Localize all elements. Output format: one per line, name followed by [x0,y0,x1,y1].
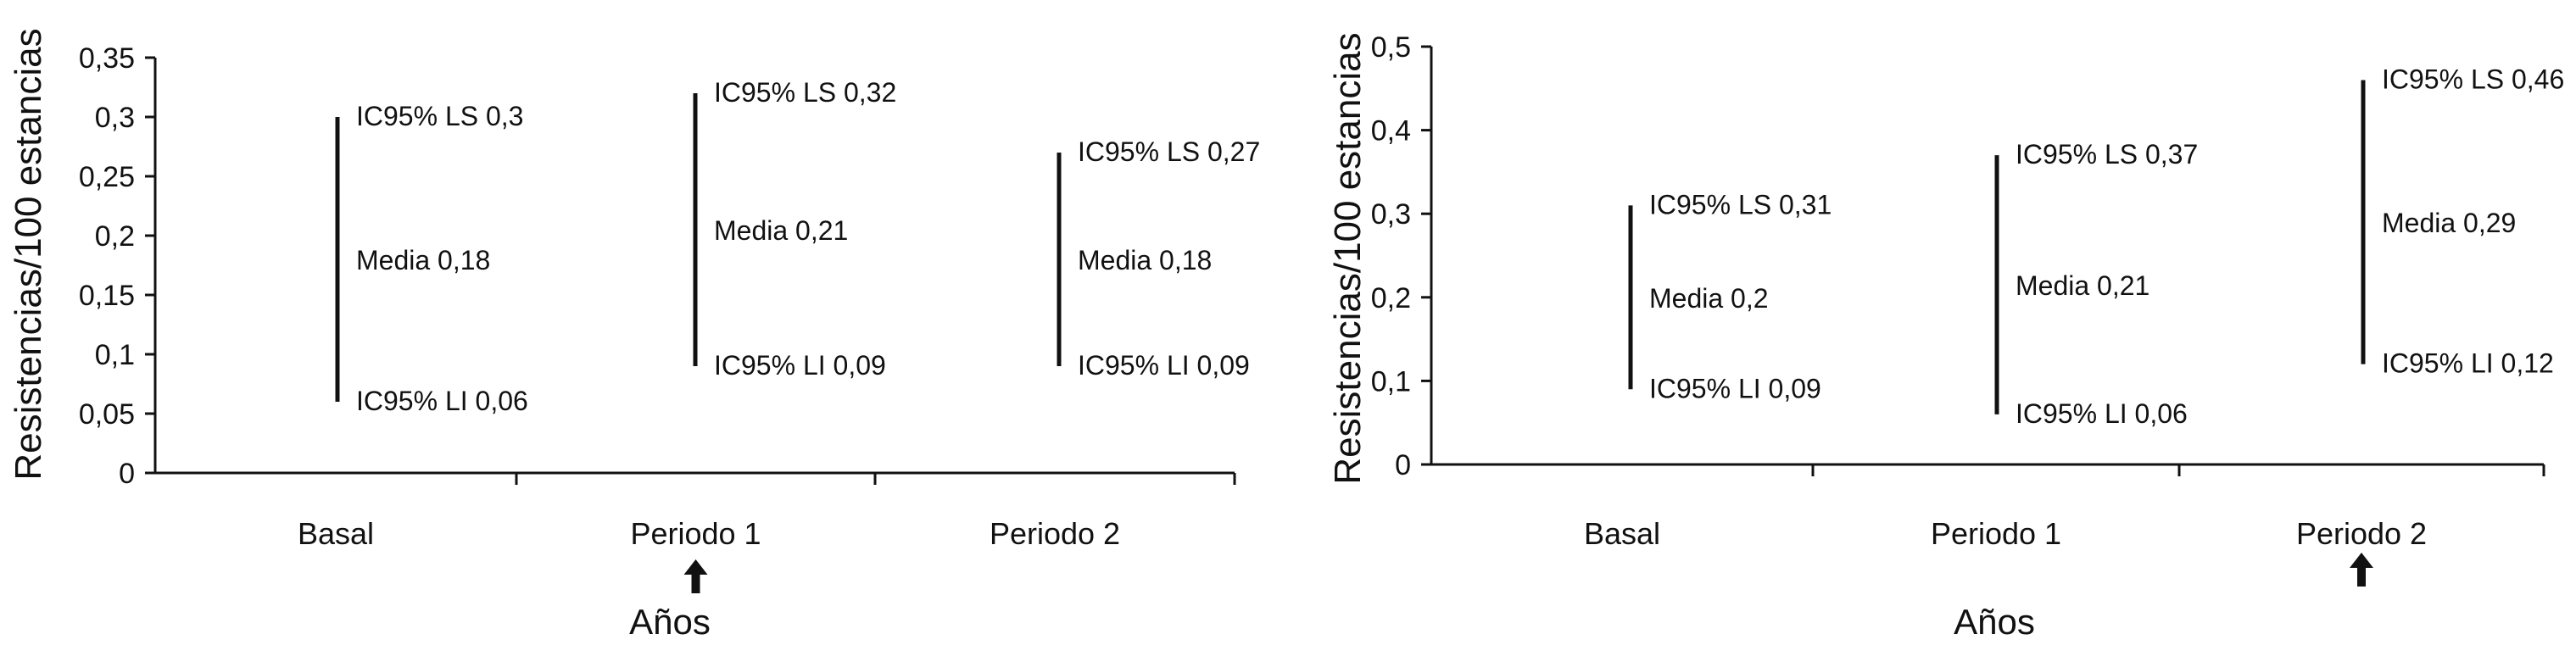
mean-label: Media 0,18 [1078,245,1212,275]
x-axis-title: Años [629,602,711,642]
category-label: Basal [1584,516,1660,551]
y-tick-label: 0,3 [1371,198,1411,231]
y-tick-label: 0,05 [79,398,135,431]
mean-label: Media 0,21 [2016,270,2149,301]
x-axis-title: Años [1954,602,2035,642]
mean-label: Media 0,2 [1649,283,1769,314]
arrow-up-icon [683,559,708,593]
category-label: Basal [298,516,374,551]
category-label: Periodo 2 [990,516,1120,551]
mean-label: Media 0,21 [714,215,848,246]
y-tick-label: 0,35 [79,42,135,75]
y-tick-label: 0,25 [79,161,135,193]
ci-lower-label: IC95% LI 0,06 [2016,398,2188,429]
ci-lower-label: IC95% LI 0,09 [1078,350,1250,381]
y-tick-label: 0,5 [1371,31,1411,64]
ci-upper-label: IC95% LS 0,3 [356,101,523,131]
y-tick-label: 0,2 [95,220,135,253]
ci-upper-label: IC95% LS 0,32 [714,77,896,108]
ci-upper-label: IC95% LS 0,46 [2382,64,2564,94]
y-tick-label: 0 [1395,449,1411,481]
y-axis-title: Resistencias/100 estancias [1327,32,1369,484]
mean-label: Media 0,29 [2382,208,2516,238]
y-tick-label: 0,3 [95,102,135,134]
mean-label: Media 0,18 [356,245,490,275]
ci-lower-label: IC95% LI 0,12 [2382,348,2554,379]
y-tick-label: 0,2 [1371,282,1411,314]
ci-lower-label: IC95% LI 0,09 [714,350,886,381]
category-label: Periodo 1 [1931,516,2061,551]
y-tick-label: 0,15 [79,280,135,312]
y-tick-label: 0,1 [95,339,135,371]
category-label: Periodo 2 [2296,516,2427,551]
ci-upper-label: IC95% LS 0,37 [2016,139,2198,170]
y-axis-title: Resistencias/100 estancias [8,28,49,480]
ci-lower-label: IC95% LI 0,06 [356,386,528,416]
y-tick-label: 0,1 [1371,365,1411,398]
chart-1: 0 0,05 0,1 0,15 0,2 0,25 0,3 0,35 Basal Periodo 1… [8,28,1260,642]
category-label: Periodo 1 [630,516,761,551]
ci-lower-label: IC95% LI 0,09 [1649,373,1821,403]
y-tick-label: 0,4 [1371,115,1411,147]
chart-2: 0 0,1 0,2 0,3 0,4 0,5 Basal Periodo 1 Periodo 2 I… [1327,31,2564,642]
ci-upper-label: IC95% LS 0,31 [1649,189,1832,220]
ci-upper-label: IC95% LS 0,27 [1078,136,1260,167]
arrow-up-icon [2350,553,2373,587]
y-tick-label: 0 [119,458,135,490]
